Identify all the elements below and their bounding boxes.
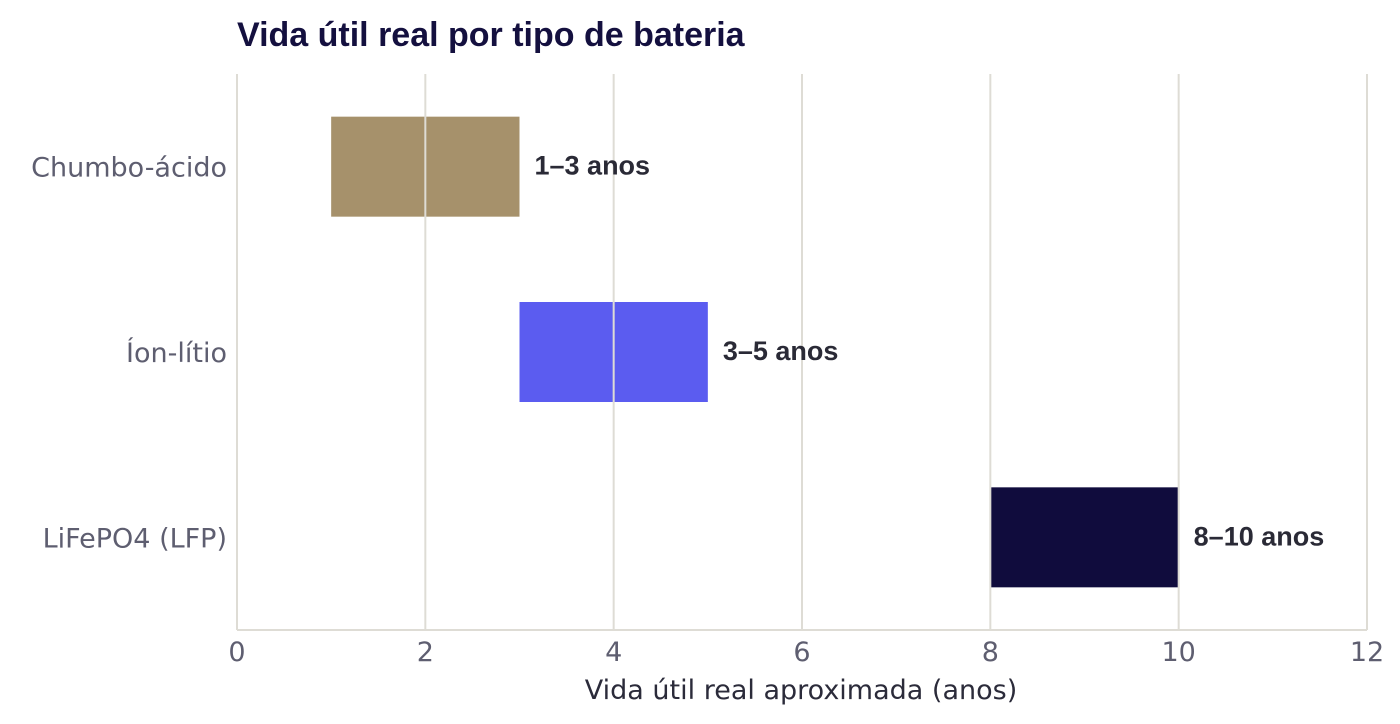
data-label: 3–5 anos bbox=[723, 336, 839, 366]
x-tick-label: 4 bbox=[605, 637, 622, 668]
category-label: LiFePO4 (LFP) bbox=[43, 523, 227, 554]
x-axis-ticks: 0 2 4 6 8 10 12 bbox=[228, 629, 1384, 668]
x-tick-label: 12 bbox=[1350, 637, 1384, 668]
data-label: 1–3 anos bbox=[535, 151, 651, 181]
category-labels: Chumbo-ácido Íon-lítio LiFePO4 (LFP) bbox=[31, 153, 227, 555]
x-tick-label: 8 bbox=[982, 637, 999, 668]
range-bar bbox=[990, 487, 1179, 588]
category-label: Chumbo-ácido bbox=[31, 153, 227, 184]
x-axis-title: Vida útil real aproximada (anos) bbox=[585, 675, 1017, 706]
chart-title: Vida útil real por tipo de bateria bbox=[237, 16, 746, 54]
x-tick-label: 10 bbox=[1161, 637, 1195, 668]
x-tick-label: 2 bbox=[417, 637, 434, 668]
x-tick-label: 6 bbox=[793, 637, 810, 668]
x-tick-label: 0 bbox=[228, 637, 245, 668]
data-label: 8–10 anos bbox=[1194, 521, 1325, 551]
data-labels: 1–3 anos 3–5 anos 8–10 anos bbox=[535, 151, 1325, 552]
category-label: Íon-lítio bbox=[126, 337, 227, 369]
